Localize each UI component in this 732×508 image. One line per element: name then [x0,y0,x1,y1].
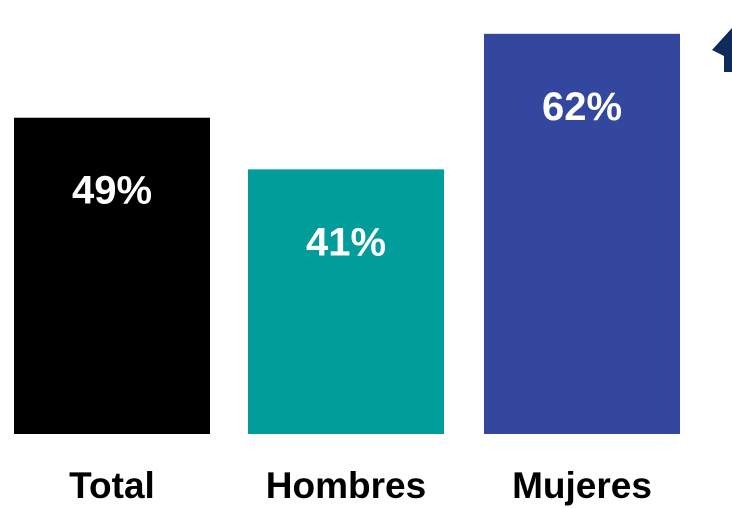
up-arrow-icon [712,28,732,72]
category-label-hombres: Hombres [266,465,426,506]
bar-value-label-mujeres: 62% [542,85,622,129]
value-labels-group: 49% 41% 62% [72,85,622,265]
category-labels-group: Total Hombres Mujeres [69,465,652,506]
category-label-total: Total [69,465,155,506]
category-label-mujeres: Mujeres [512,465,652,506]
bar-value-label-hombres: 41% [306,220,386,264]
bars-group [14,33,680,435]
bar-hombres [248,169,444,434]
bar-total [14,117,210,435]
bar-value-label-total: 49% [72,169,152,213]
bar-mujeres [484,33,680,435]
